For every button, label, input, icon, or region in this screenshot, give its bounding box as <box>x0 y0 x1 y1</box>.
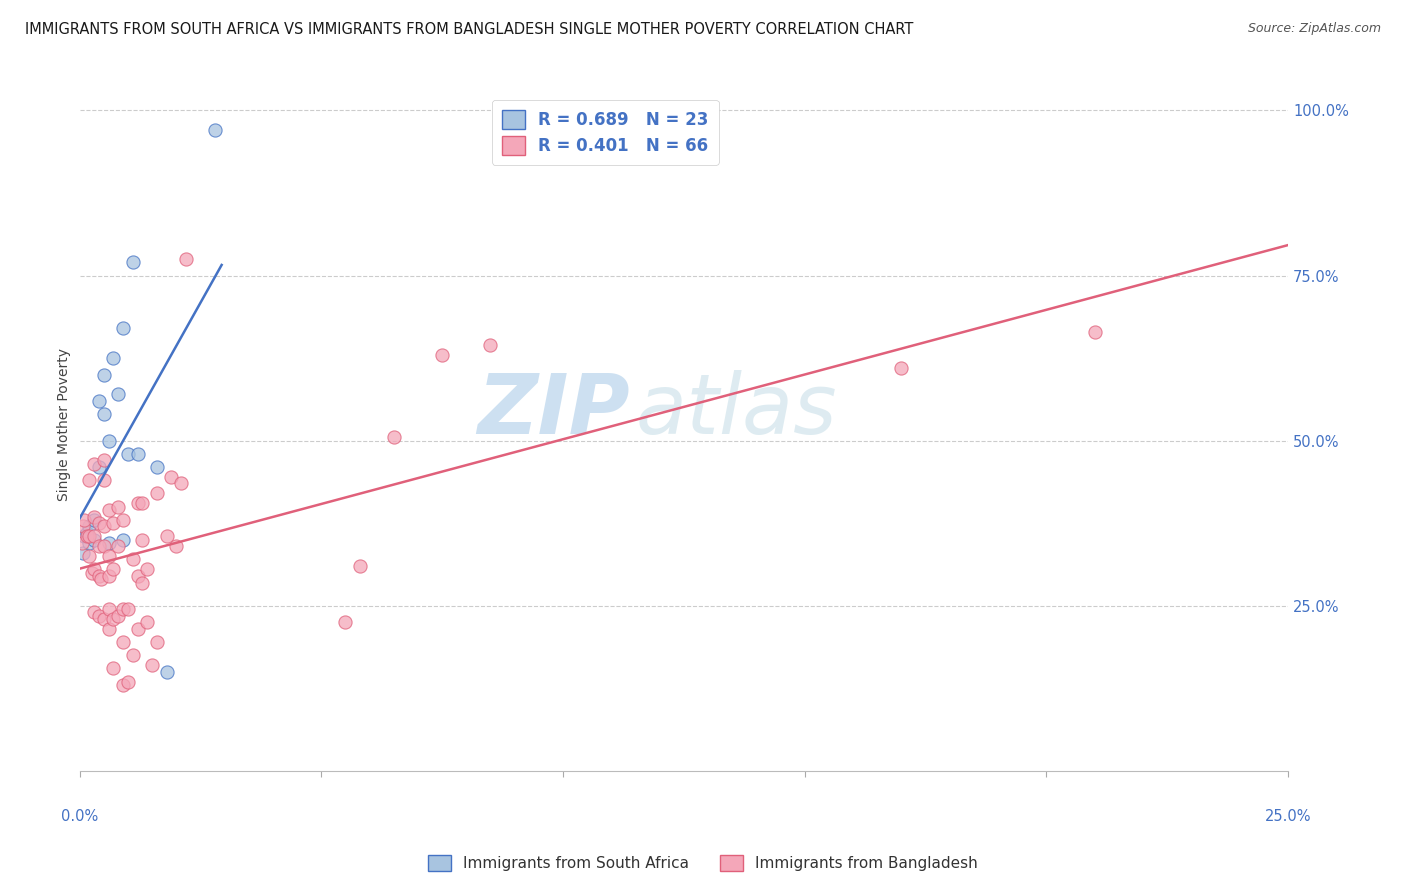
Point <box>121 648 143 662</box>
Point <box>103 661 125 675</box>
Legend: R = 0.689   N = 23, R = 0.401   N = 66: R = 0.689 N = 23, R = 0.401 N = 66 <box>492 100 718 165</box>
Point <box>83 562 105 576</box>
Point <box>76 526 98 541</box>
Point <box>117 447 139 461</box>
Point <box>87 394 110 409</box>
Point <box>160 470 183 484</box>
Point <box>121 552 143 566</box>
Point <box>111 533 134 547</box>
Point <box>127 622 149 636</box>
Point <box>87 539 110 553</box>
Legend: Immigrants from South Africa, Immigrants from Bangladesh: Immigrants from South Africa, Immigrants… <box>422 849 984 877</box>
Text: ZIP: ZIP <box>477 369 630 450</box>
Point <box>72 546 94 560</box>
Point <box>136 615 159 629</box>
Point <box>83 605 105 619</box>
Point <box>77 473 100 487</box>
Point <box>90 572 112 586</box>
Point <box>174 252 197 266</box>
Point <box>890 361 912 376</box>
Point <box>83 513 105 527</box>
Point <box>103 516 125 530</box>
Point <box>155 665 177 679</box>
Text: 25.0%: 25.0% <box>1265 809 1312 824</box>
Point <box>131 575 153 590</box>
Point <box>77 536 100 550</box>
Point <box>117 674 139 689</box>
Y-axis label: Single Mother Poverty: Single Mother Poverty <box>58 348 72 500</box>
Point <box>70 536 93 550</box>
Point <box>111 321 134 335</box>
Text: 0.0%: 0.0% <box>60 809 98 824</box>
Point <box>131 533 153 547</box>
Point <box>107 539 129 553</box>
Point <box>83 457 105 471</box>
Point <box>97 536 120 550</box>
Point <box>73 529 96 543</box>
Point <box>107 500 129 514</box>
Point <box>170 476 193 491</box>
Point <box>107 387 129 401</box>
Point <box>77 549 100 563</box>
Point <box>1084 325 1107 339</box>
Point <box>76 529 98 543</box>
Point <box>111 602 134 616</box>
Point <box>111 635 134 649</box>
Point <box>103 351 125 365</box>
Point <box>83 509 105 524</box>
Point <box>103 612 125 626</box>
Point <box>77 529 100 543</box>
Point <box>87 569 110 583</box>
Point <box>146 635 169 649</box>
Point <box>73 513 96 527</box>
Point <box>111 678 134 692</box>
Point <box>335 615 357 629</box>
Point <box>117 602 139 616</box>
Point <box>155 529 177 543</box>
Point <box>121 255 143 269</box>
Point <box>146 486 169 500</box>
Point <box>127 569 149 583</box>
Point <box>83 529 105 543</box>
Point <box>111 513 134 527</box>
Point <box>107 608 129 623</box>
Point <box>83 533 105 547</box>
Point <box>87 608 110 623</box>
Point <box>103 562 125 576</box>
Text: IMMIGRANTS FROM SOUTH AFRICA VS IMMIGRANTS FROM BANGLADESH SINGLE MOTHER POVERTY: IMMIGRANTS FROM SOUTH AFRICA VS IMMIGRAN… <box>25 22 914 37</box>
Point <box>127 447 149 461</box>
Point <box>80 566 103 580</box>
Point <box>97 549 120 563</box>
Point <box>136 562 159 576</box>
Point <box>479 338 502 352</box>
Point <box>93 612 115 626</box>
Point <box>204 123 226 137</box>
Point <box>87 460 110 475</box>
Point <box>72 519 94 533</box>
Point <box>97 602 120 616</box>
Text: Source: ZipAtlas.com: Source: ZipAtlas.com <box>1247 22 1381 36</box>
Point <box>93 519 115 533</box>
Point <box>146 460 169 475</box>
Point <box>93 453 115 467</box>
Point <box>93 473 115 487</box>
Point <box>382 430 405 444</box>
Point <box>127 496 149 510</box>
Point <box>97 434 120 448</box>
Point <box>93 407 115 421</box>
Point <box>87 516 110 530</box>
Point <box>141 658 163 673</box>
Point <box>93 368 115 382</box>
Point <box>97 622 120 636</box>
Point <box>349 559 371 574</box>
Point <box>165 539 187 553</box>
Point <box>93 539 115 553</box>
Point <box>77 519 100 533</box>
Point <box>97 503 120 517</box>
Point <box>430 348 453 362</box>
Point <box>131 496 153 510</box>
Text: atlas: atlas <box>636 369 837 450</box>
Point <box>97 569 120 583</box>
